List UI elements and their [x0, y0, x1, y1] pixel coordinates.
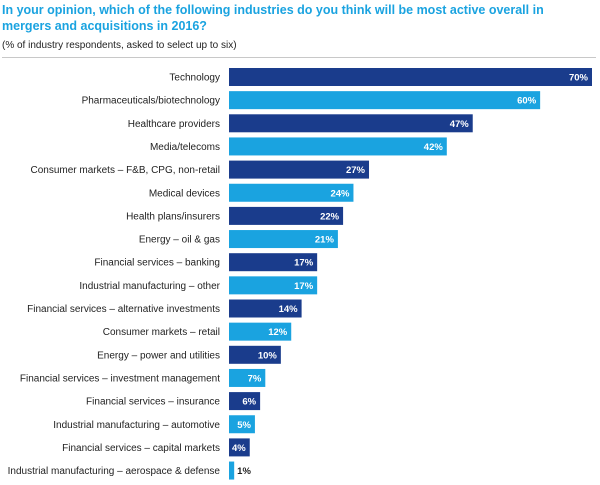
value-label: 42%	[424, 142, 444, 153]
value-label: 47%	[450, 119, 470, 130]
bar	[229, 299, 302, 318]
category-label: Energy – power and utilities	[97, 350, 220, 361]
bar	[229, 461, 235, 480]
category-label: Consumer markets – retail	[103, 327, 220, 338]
bar	[229, 276, 318, 295]
category-label: Industrial manufacturing – aerospace & d…	[8, 466, 221, 477]
category-label: Financial services – investment manageme…	[20, 373, 220, 384]
value-label: 22%	[320, 211, 340, 222]
category-label: Technology	[169, 73, 220, 84]
category-label: Media/telecoms	[150, 142, 220, 153]
category-label: Consumer markets – F&B, CPG, non-retail	[30, 165, 220, 176]
chart-subtitle: (% of industry respondents, asked to sel…	[2, 40, 237, 51]
bar	[229, 114, 473, 133]
bar	[229, 230, 338, 249]
value-label: 21%	[315, 235, 335, 246]
value-label: 27%	[346, 165, 366, 176]
bar	[229, 392, 261, 411]
category-label: Energy – oil & gas	[139, 235, 220, 246]
bar	[229, 91, 541, 110]
title-divider	[2, 57, 596, 58]
category-label: Financial services – insurance	[86, 397, 220, 408]
value-label: 12%	[268, 327, 288, 338]
bar	[229, 68, 592, 86]
value-label: 70%	[569, 73, 589, 84]
bar	[229, 368, 266, 387]
bar	[229, 183, 354, 202]
bar	[229, 415, 255, 434]
value-label: 7%	[248, 373, 262, 384]
bar	[229, 345, 281, 364]
category-label: Industrial manufacturing – automotive	[53, 420, 220, 431]
value-label: 14%	[279, 304, 299, 315]
chart-title: In your opinion, which of the following …	[2, 3, 544, 33]
bar	[229, 160, 370, 179]
value-label: 5%	[237, 420, 251, 431]
category-label: Financial services – banking	[94, 258, 220, 269]
value-label: 60%	[517, 96, 537, 107]
bar	[229, 438, 250, 457]
category-label: Healthcare providers	[128, 119, 220, 130]
value-label: 6%	[242, 397, 256, 408]
value-label: 17%	[294, 258, 314, 269]
category-label: Medical devices	[149, 188, 220, 199]
category-label: Financial services – capital markets	[62, 443, 220, 454]
bar	[229, 206, 344, 225]
bar	[229, 322, 292, 341]
value-label: 1%	[237, 466, 251, 477]
value-label: 17%	[294, 281, 314, 292]
bar	[229, 253, 318, 272]
category-label: Health plans/insurers	[126, 211, 220, 222]
category-label: Financial services – alternative investm…	[27, 304, 220, 315]
value-label: 4%	[232, 443, 246, 454]
value-label: 24%	[330, 188, 350, 199]
category-label: Pharmaceuticals/biotechnology	[82, 96, 220, 107]
bar	[229, 137, 447, 156]
category-label: Industrial manufacturing – other	[79, 281, 220, 292]
value-label: 10%	[258, 350, 278, 361]
